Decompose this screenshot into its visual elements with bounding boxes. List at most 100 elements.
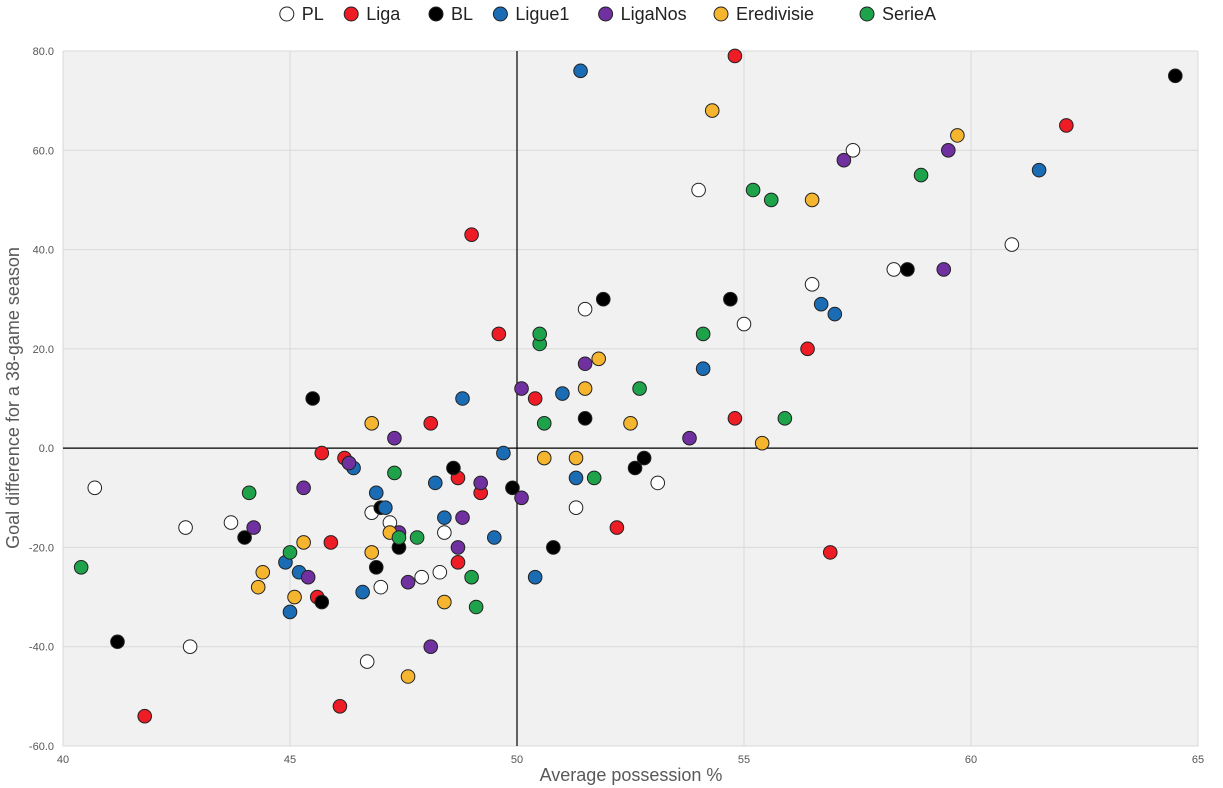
data-point-ligue1 [378,500,393,516]
data-point-eredivisie [364,545,380,560]
data-point-bl [546,540,561,555]
data-point-pl [87,480,103,496]
data-point-liganos [936,262,952,277]
data-point-ligue1 [813,296,829,312]
y-axis-title: Goal difference for a 38-game season [3,247,23,549]
legend-marker-liga [343,6,359,22]
legend-label-liga: Liga [366,4,401,24]
data-point-liga [314,445,330,461]
tick-labels: 40 45 50 55 60 65 -60.0 -40.0 -20.0 0.0 20.0 40.0 60… [29,46,1204,766]
data-point-seriea [763,192,779,208]
data-point-liganos [387,430,402,446]
data-point-pl [1004,237,1020,252]
data-point-eredivisie [754,435,770,451]
data-point-ligue1 [555,386,570,401]
data-point-bl [446,460,461,476]
data-point-liga [332,698,348,714]
data-point-bl [314,594,330,610]
data-point-seriea [409,530,425,545]
data-point-pl [373,579,389,595]
data-point-ligue1 [487,530,502,545]
legend-label-pl: PL [302,4,324,24]
data-point-eredivisie [591,351,607,367]
data-point-liganos [300,569,316,585]
data-point-pl [650,475,666,491]
y-tick-label: -60.0 [29,741,54,753]
data-points [73,48,1183,724]
data-point-bl [237,530,252,545]
data-point-seriea [282,545,298,560]
data-point-pl [886,262,902,277]
legend: PL Liga BL Ligue1 LigaNos Eredivisie SerieA [279,4,936,24]
data-point-eredivisie [296,535,311,550]
data-point-bl [577,411,593,426]
data-point-eredivisie [950,128,965,143]
legend-marker-pl [279,6,295,22]
data-point-bl [305,391,321,406]
data-point-liga [491,326,507,342]
x-tick-label: 50 [511,754,523,766]
data-point-seriea [391,530,407,545]
data-point-liga [609,520,625,535]
data-point-ligue1 [437,510,452,525]
data-point-pl [414,569,429,585]
data-point-eredivisie [287,589,302,605]
data-point-ligue1 [455,391,470,406]
data-point-liganos [514,490,529,506]
data-point-bl [723,291,738,307]
y-tick-label: 0.0 [39,443,54,455]
legend-label-ligue1: Ligue1 [515,4,569,24]
data-point-ligue1 [1031,162,1047,178]
data-point-liganos [341,455,357,471]
data-point-liganos [450,540,466,555]
data-point-liganos [682,430,697,446]
y-tick-label: 80.0 [33,46,54,58]
data-point-liganos [423,639,439,655]
data-point-seriea [632,381,647,396]
y-tick-label: -40.0 [29,642,54,654]
y-tick-label: -20.0 [29,542,54,554]
data-point-ligue1 [496,445,511,461]
data-point-pl [736,316,752,332]
data-point-seriea [532,326,548,342]
data-point-liga [450,555,466,570]
data-point-liganos [577,356,593,372]
data-point-liga [137,708,153,724]
data-point-liga [527,391,543,406]
data-point-liganos [246,520,261,535]
data-point-ligue1 [527,569,543,585]
data-point-liga [323,535,339,550]
data-point-ligue1 [827,306,843,322]
x-axis-title: Average possession % [540,765,723,785]
data-point-liga [800,341,815,357]
data-point-bl [505,480,520,496]
data-point-eredivisie [623,416,638,431]
data-point-bl [595,291,611,307]
data-point-liga [822,545,838,560]
data-point-ligue1 [282,604,298,620]
y-tick-label: 60.0 [33,145,54,157]
data-point-eredivisie [568,450,584,466]
data-point-liga [727,411,743,426]
data-point-eredivisie [400,669,416,684]
legend-marker-liganos [598,6,614,22]
data-point-eredivisie [255,564,271,580]
data-point-pl [182,639,198,655]
data-point-eredivisie [437,594,452,610]
data-point-pl [223,515,239,530]
data-point-eredivisie [536,450,552,466]
legend-marker-seriea [859,6,875,22]
data-point-ligue1 [368,485,384,501]
data-point-ligue1 [573,63,588,79]
data-point-eredivisie [250,579,266,595]
plot-background [63,51,1198,746]
data-point-eredivisie [804,192,820,208]
data-point-liga [423,416,439,431]
legend-label-bl: BL [451,4,473,24]
data-point-bl [627,460,643,476]
data-point-bl [110,634,125,650]
y-tick-label: 20.0 [33,344,54,356]
data-point-liganos [514,381,529,396]
data-point-seriea [464,569,479,585]
legend-label-seriea: SerieA [882,4,936,24]
